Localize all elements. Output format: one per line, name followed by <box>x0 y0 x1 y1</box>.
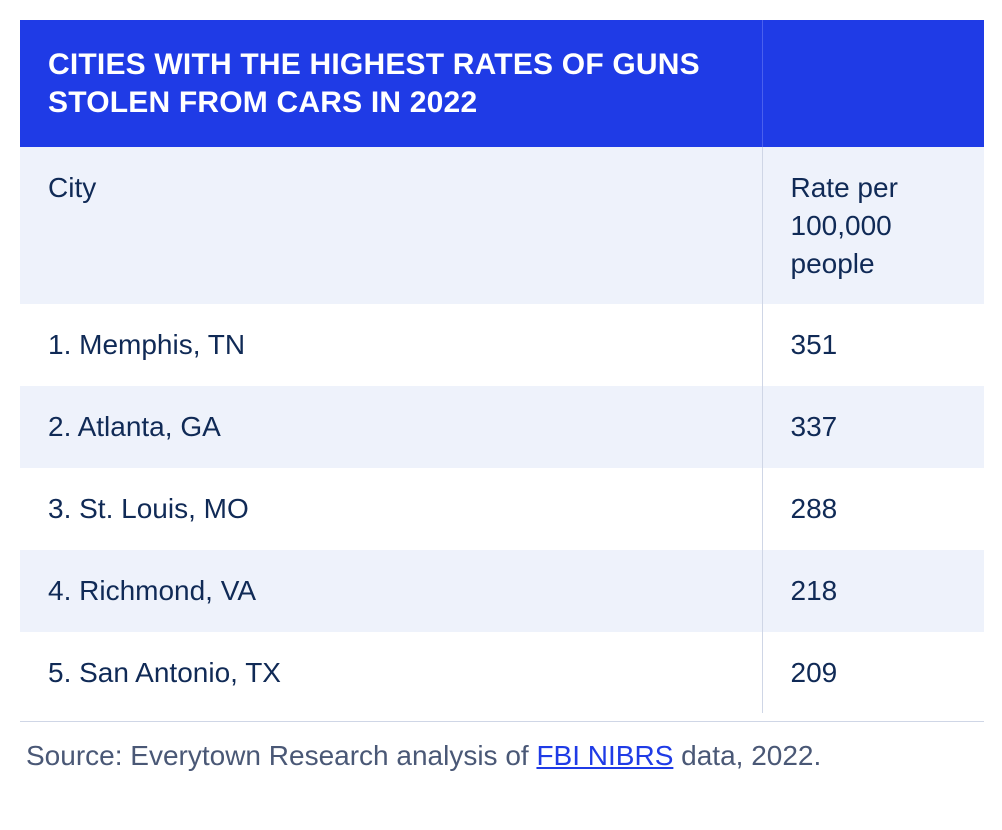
cell-city: 4. Richmond, VA <box>20 550 762 632</box>
column-header-rate: Rate per 100,000 people <box>762 147 984 304</box>
table-row: 1. Memphis, TN351 <box>20 304 984 386</box>
table-row: 3. St. Louis, MO288 <box>20 468 984 550</box>
cell-city: 1. Memphis, TN <box>20 304 762 386</box>
table-title-spacer <box>762 20 984 147</box>
cell-rate: 209 <box>762 632 984 714</box>
table-title-row: CITIES WITH THE HIGHEST RATES OF GUNS ST… <box>20 20 984 147</box>
cell-city: 5. San Antonio, TX <box>20 632 762 714</box>
source-citation: Source: Everytown Research analysis of F… <box>20 721 984 772</box>
source-suffix: data, 2022. <box>673 740 821 771</box>
table-row: 2. Atlanta, GA337 <box>20 386 984 468</box>
source-prefix: Source: Everytown Research analysis of <box>26 740 536 771</box>
cell-city: 3. St. Louis, MO <box>20 468 762 550</box>
table-row: 4. Richmond, VA218 <box>20 550 984 632</box>
cell-rate: 288 <box>762 468 984 550</box>
table-body: City Rate per 100,000 people 1. Memphis,… <box>20 147 984 713</box>
table-title: CITIES WITH THE HIGHEST RATES OF GUNS ST… <box>20 20 762 147</box>
cell-rate: 337 <box>762 386 984 468</box>
cell-city: 2. Atlanta, GA <box>20 386 762 468</box>
table-row: 5. San Antonio, TX209 <box>20 632 984 714</box>
rates-table: CITIES WITH THE HIGHEST RATES OF GUNS ST… <box>20 20 984 713</box>
table-figure: CITIES WITH THE HIGHEST RATES OF GUNS ST… <box>0 0 1002 792</box>
table-column-headers: City Rate per 100,000 people <box>20 147 984 304</box>
column-header-city: City <box>20 147 762 304</box>
cell-rate: 351 <box>762 304 984 386</box>
source-link[interactable]: FBI NIBRS <box>536 740 673 771</box>
cell-rate: 218 <box>762 550 984 632</box>
